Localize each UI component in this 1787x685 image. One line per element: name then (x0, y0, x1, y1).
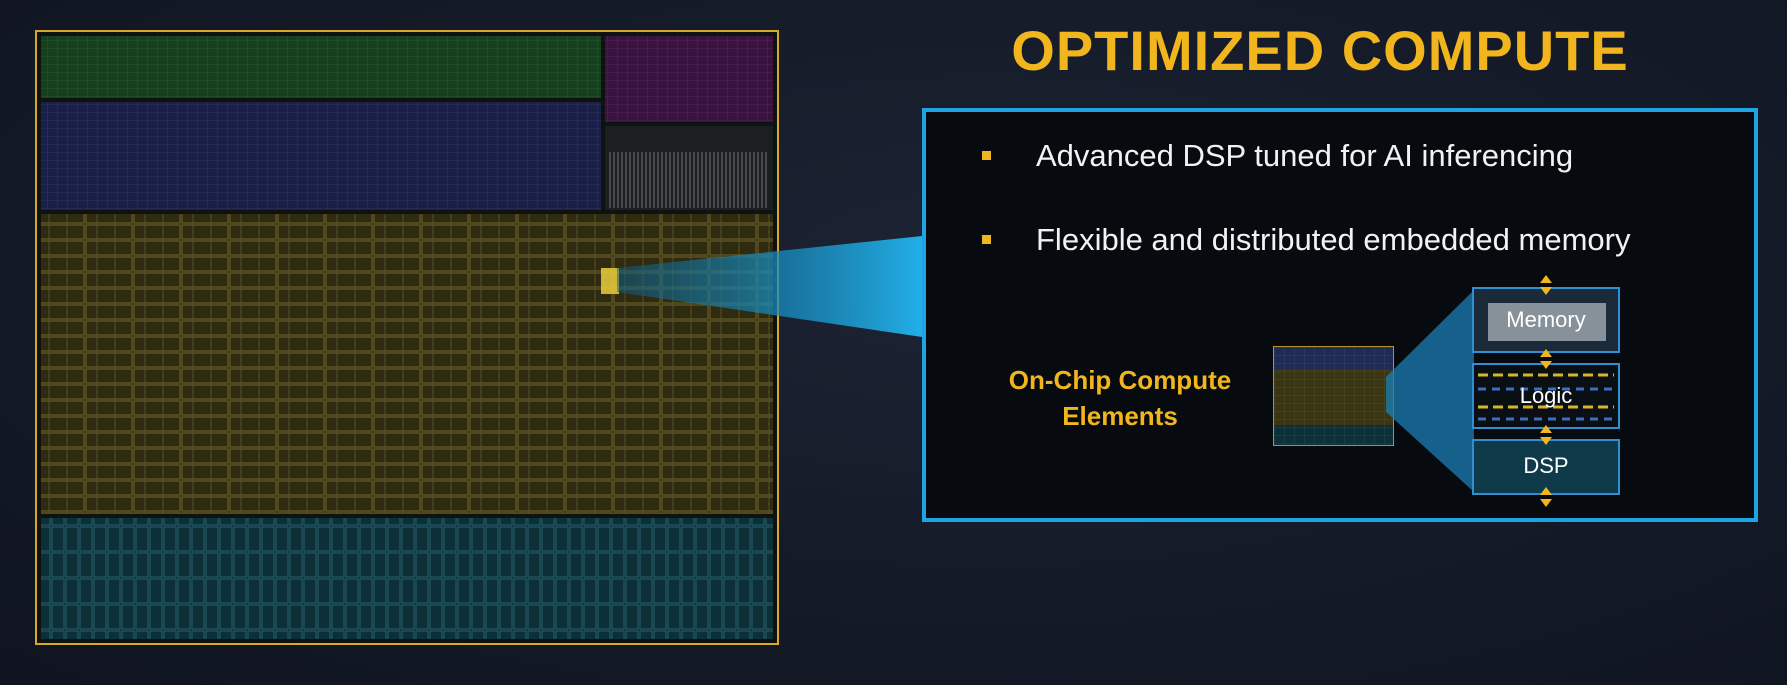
die-highlight-block (601, 268, 619, 294)
bullet-list: Advanced DSP tuned for AI inferencing Fl… (954, 134, 1630, 302)
bullet-square-icon (982, 151, 991, 160)
compute-label-line1: On-Chip Compute (1008, 365, 1232, 395)
logic-layer: Logic (1472, 363, 1620, 429)
memory-label: Memory (1506, 307, 1586, 332)
up-down-arrow-icon (1540, 487, 1552, 507)
bullet-item: Advanced DSP tuned for AI inferencing (954, 134, 1630, 218)
info-panel: Advanced DSP tuned for AI inferencing Fl… (922, 108, 1758, 522)
bullet-item: Flexible and distributed embedded memory (954, 218, 1630, 302)
up-down-arrow-icon (1540, 275, 1552, 295)
zoom-beam (1386, 290, 1474, 492)
memory-label-background (1488, 303, 1606, 341)
die-floorplan (41, 36, 773, 639)
up-down-arrow-icon (1540, 349, 1552, 369)
bullet-text: Flexible and distributed embedded memory (1036, 222, 1631, 257)
compute-elements-label: On-Chip Compute Elements (990, 362, 1250, 434)
bullet-text: Advanced DSP tuned for AI inferencing (1036, 138, 1574, 173)
logic-label: Logic (1519, 383, 1573, 408)
logic-wiring (1478, 373, 1614, 421)
slide-title: OPTIMIZED COMPUTE (1011, 19, 1629, 82)
dsp-label: DSP (1523, 453, 1569, 478)
chip-die-image (35, 30, 779, 645)
mini-die-thumbnail (1273, 346, 1394, 446)
memory-layer: Memory (1472, 287, 1620, 353)
compute-layer-stack: Memory Logic DSP (1472, 275, 1620, 507)
bullet-square-icon (982, 235, 991, 244)
up-down-arrow-icon (1540, 425, 1552, 445)
compute-label-line2: Elements (1062, 401, 1178, 431)
mini-die-graphic (1274, 347, 1393, 445)
